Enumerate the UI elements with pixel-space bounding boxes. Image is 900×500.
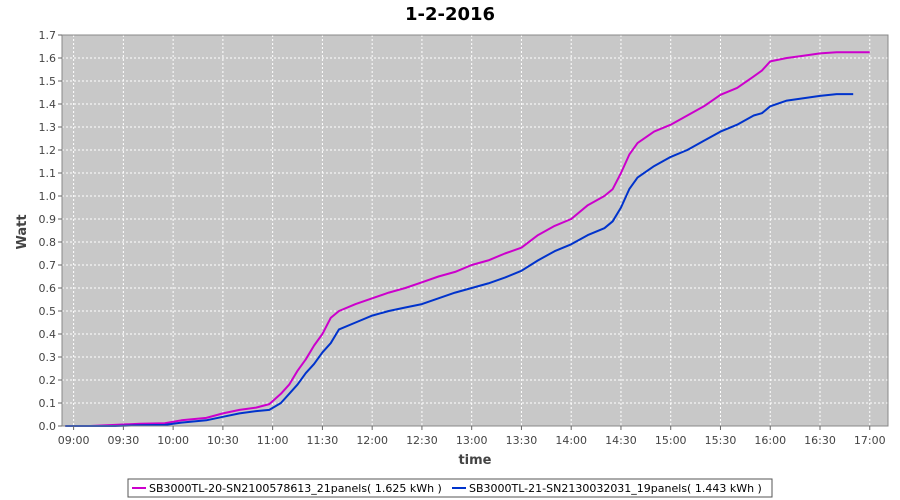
y-tick-label: 0.9 [39,213,57,226]
series-line-2 [65,93,854,427]
x-tick-label: 13:30 [506,434,538,447]
x-tick-label: 17:00 [854,434,886,447]
x-tick-label: 12:00 [356,434,388,447]
y-tick-label: 0.3 [39,351,57,364]
x-axis-ticks: 09:00 09:30 10:00 10:30 11:00 11:30 12:00 12:30… [58,426,886,447]
series-line-1 [65,51,870,427]
legend-label-2: SB3000TL-21-SN2130032031_19panels( 1.443… [469,482,762,495]
x-tick-label: 16:30 [804,434,836,447]
x-tick-label: 11:00 [257,434,289,447]
y-tick-label: 0.8 [39,236,57,249]
y-tick-label: 0.7 [39,259,57,272]
legend: SB3000TL-20-SN2100578613_21panels( 1.625… [127,478,773,498]
y-tick-label: 1.5 [39,75,57,88]
y-tick-label: 1.1 [39,167,57,180]
y-tick-label: 0.2 [39,374,57,387]
plot-border [61,34,889,427]
x-tick-label: 09:00 [58,434,90,447]
plot-area [62,35,888,426]
x-axis-label: time [458,453,491,468]
grid-lines-x [73,35,871,426]
y-tick-label: 1.0 [39,190,57,203]
y-axis-label: Watt [15,214,30,249]
y-tick-label: 1.2 [39,144,57,157]
x-tick-label: 12:30 [406,434,438,447]
y-tick-label: 1.6 [39,52,57,65]
y-tick-label: 0.0 [39,420,57,433]
x-tick-label: 10:00 [157,434,189,447]
y-tick-label: 1.7 [39,29,57,42]
y-tick-label: 1.4 [39,98,57,111]
y-tick-label: 0.4 [39,328,57,341]
y-tick-label: 0.6 [39,282,57,295]
y-tick-label: 1.3 [39,121,57,134]
x-tick-label: 15:30 [705,434,737,447]
y-tick-label: 0.5 [39,305,57,318]
x-tick-label: 14:30 [605,434,637,447]
legend-box [127,478,773,498]
x-tick-label: 13:00 [456,434,488,447]
y-axis-ticks: 0.0 0.1 0.2 0.3 0.4 0.5 0.6 0.7 0.8 0.9 1.0 1.1 1.2 1… [39,29,62,433]
x-tick-label: 10:30 [207,434,239,447]
x-tick-label: 09:30 [108,434,140,447]
series-layer [65,51,870,427]
legend-label-1: SB3000TL-20-SN2100578613_21panels( 1.625… [149,482,442,495]
x-tick-label: 16:00 [754,434,786,447]
y-tick-label: 0.1 [39,397,57,410]
legend-items: SB3000TL-20-SN2100578613_21panels( 1.625… [132,482,762,495]
x-tick-label: 15:00 [655,434,687,447]
x-tick-label: 14:00 [555,434,587,447]
x-tick-label: 11:30 [307,434,339,447]
chart-title: 1-2-2016 [405,4,495,25]
